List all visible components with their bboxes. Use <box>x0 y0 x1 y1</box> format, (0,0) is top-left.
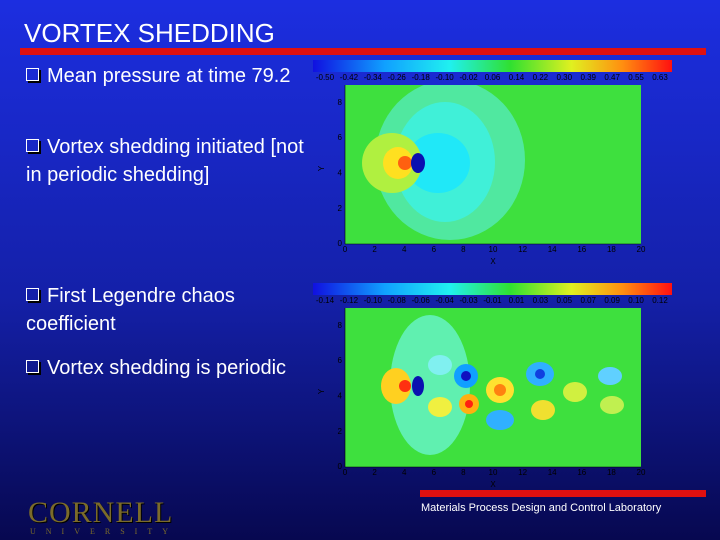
x-tick-label: 12 <box>518 468 527 477</box>
bullet: First Legendre chaos coefficient <box>26 282 306 338</box>
colorbar-label: 0.39 <box>580 73 596 82</box>
x-tick-label: 20 <box>637 245 646 254</box>
colorbar-label: 0.01 <box>509 296 525 305</box>
x-tick-label: 0 <box>343 468 348 477</box>
colorbar-label: 0.55 <box>628 73 644 82</box>
x-tick-label: 14 <box>548 245 557 254</box>
colorbar-label: -0.12 <box>340 296 359 305</box>
colorbar-label: 0.07 <box>580 296 596 305</box>
y-axis-label: Y <box>317 388 326 394</box>
x-tick-label: 16 <box>577 245 586 254</box>
colorbar-label: 0.03 <box>533 296 549 305</box>
y-tick-label: 0 <box>338 239 343 248</box>
y-tick-label: 6 <box>338 133 343 142</box>
colorbar-label: 0.09 <box>604 296 620 305</box>
y-tick-label: 2 <box>338 427 343 436</box>
logo-subtitle: UNIVERSITY <box>30 527 178 536</box>
colorbar-label: -0.10 <box>436 73 455 82</box>
contour-plot <box>345 308 641 467</box>
colorbar <box>313 283 672 295</box>
colorbar-label: 0.63 <box>652 73 668 82</box>
lab-name: Materials Process Design and Control Lab… <box>421 502 662 514</box>
x-tick-label: 6 <box>432 245 437 254</box>
title: VORTEX SHEDDING <box>24 18 275 48</box>
bullet-text: Mean pressure at time 79.2 <box>47 65 291 87</box>
x-tick-label: 2 <box>372 245 377 254</box>
colorbar-label: 0.06 <box>485 73 501 82</box>
colorbar-label: -0.34 <box>364 73 383 82</box>
colorbar-label: 0.10 <box>628 296 644 305</box>
y-tick-label: 8 <box>338 98 343 107</box>
colorbar-label: 0.22 <box>533 73 549 82</box>
colorbar-label: -0.04 <box>436 296 455 305</box>
x-tick-label: 14 <box>548 468 557 477</box>
x-axis-label: X <box>490 257 496 266</box>
colorbar-label: -0.03 <box>459 296 478 305</box>
x-tick-label: 4 <box>402 468 407 477</box>
colorbar-label: -0.01 <box>483 296 502 305</box>
y-tick-label: 4 <box>338 168 343 177</box>
colorbar-label: 0.12 <box>652 296 668 305</box>
bullet: Vortex shedding is periodic <box>26 354 306 382</box>
title-rule <box>20 48 706 55</box>
x-tick-label: 2 <box>372 468 377 477</box>
x-tick-label: 8 <box>461 245 466 254</box>
contour-plot <box>345 85 641 244</box>
bullet-text: Vortex shedding initiated [not in period… <box>26 136 304 186</box>
y-axis-label: Y <box>317 165 326 171</box>
colorbar-label: 0.30 <box>557 73 573 82</box>
x-tick-label: 8 <box>461 468 466 477</box>
bullet-text: Vortex shedding is periodic <box>47 357 287 379</box>
bullet: Vortex shedding initiated [not in period… <box>26 133 306 189</box>
logo: CORNELL <box>28 496 174 529</box>
bullet: Mean pressure at time 79.2 <box>26 62 306 90</box>
x-tick-label: 4 <box>402 245 407 254</box>
x-tick-label: 16 <box>577 468 586 477</box>
colorbar-label: -0.02 <box>459 73 478 82</box>
colorbar-label: -0.50 <box>316 73 335 82</box>
x-tick-label: 18 <box>607 245 616 254</box>
colorbar-label: -0.06 <box>412 296 431 305</box>
x-tick-label: 10 <box>489 468 498 477</box>
y-tick-label: 2 <box>338 204 343 213</box>
x-tick-label: 6 <box>432 468 437 477</box>
y-tick-label: 4 <box>338 391 343 400</box>
bullet-text: First Legendre chaos coefficient <box>26 285 235 335</box>
colorbar-label: -0.14 <box>316 296 335 305</box>
colorbar-label: -0.08 <box>388 296 407 305</box>
x-tick-label: 12 <box>518 245 527 254</box>
footer-rule <box>420 490 706 497</box>
y-tick-label: 8 <box>338 321 343 330</box>
x-tick-label: 18 <box>607 468 616 477</box>
colorbar-label: 0.14 <box>509 73 525 82</box>
colorbar-label: 0.47 <box>604 73 620 82</box>
colorbar-label: 0.05 <box>557 296 573 305</box>
colorbar-label: -0.26 <box>388 73 407 82</box>
y-tick-label: 0 <box>338 462 343 471</box>
y-tick-label: 6 <box>338 356 343 365</box>
x-axis-label: X <box>490 480 496 489</box>
x-tick-label: 20 <box>637 468 646 477</box>
x-tick-label: 0 <box>343 245 348 254</box>
colorbar <box>313 60 672 72</box>
colorbar-label: -0.10 <box>364 296 383 305</box>
colorbar-label: -0.42 <box>340 73 359 82</box>
x-tick-label: 10 <box>489 245 498 254</box>
colorbar-label: -0.18 <box>412 73 431 82</box>
